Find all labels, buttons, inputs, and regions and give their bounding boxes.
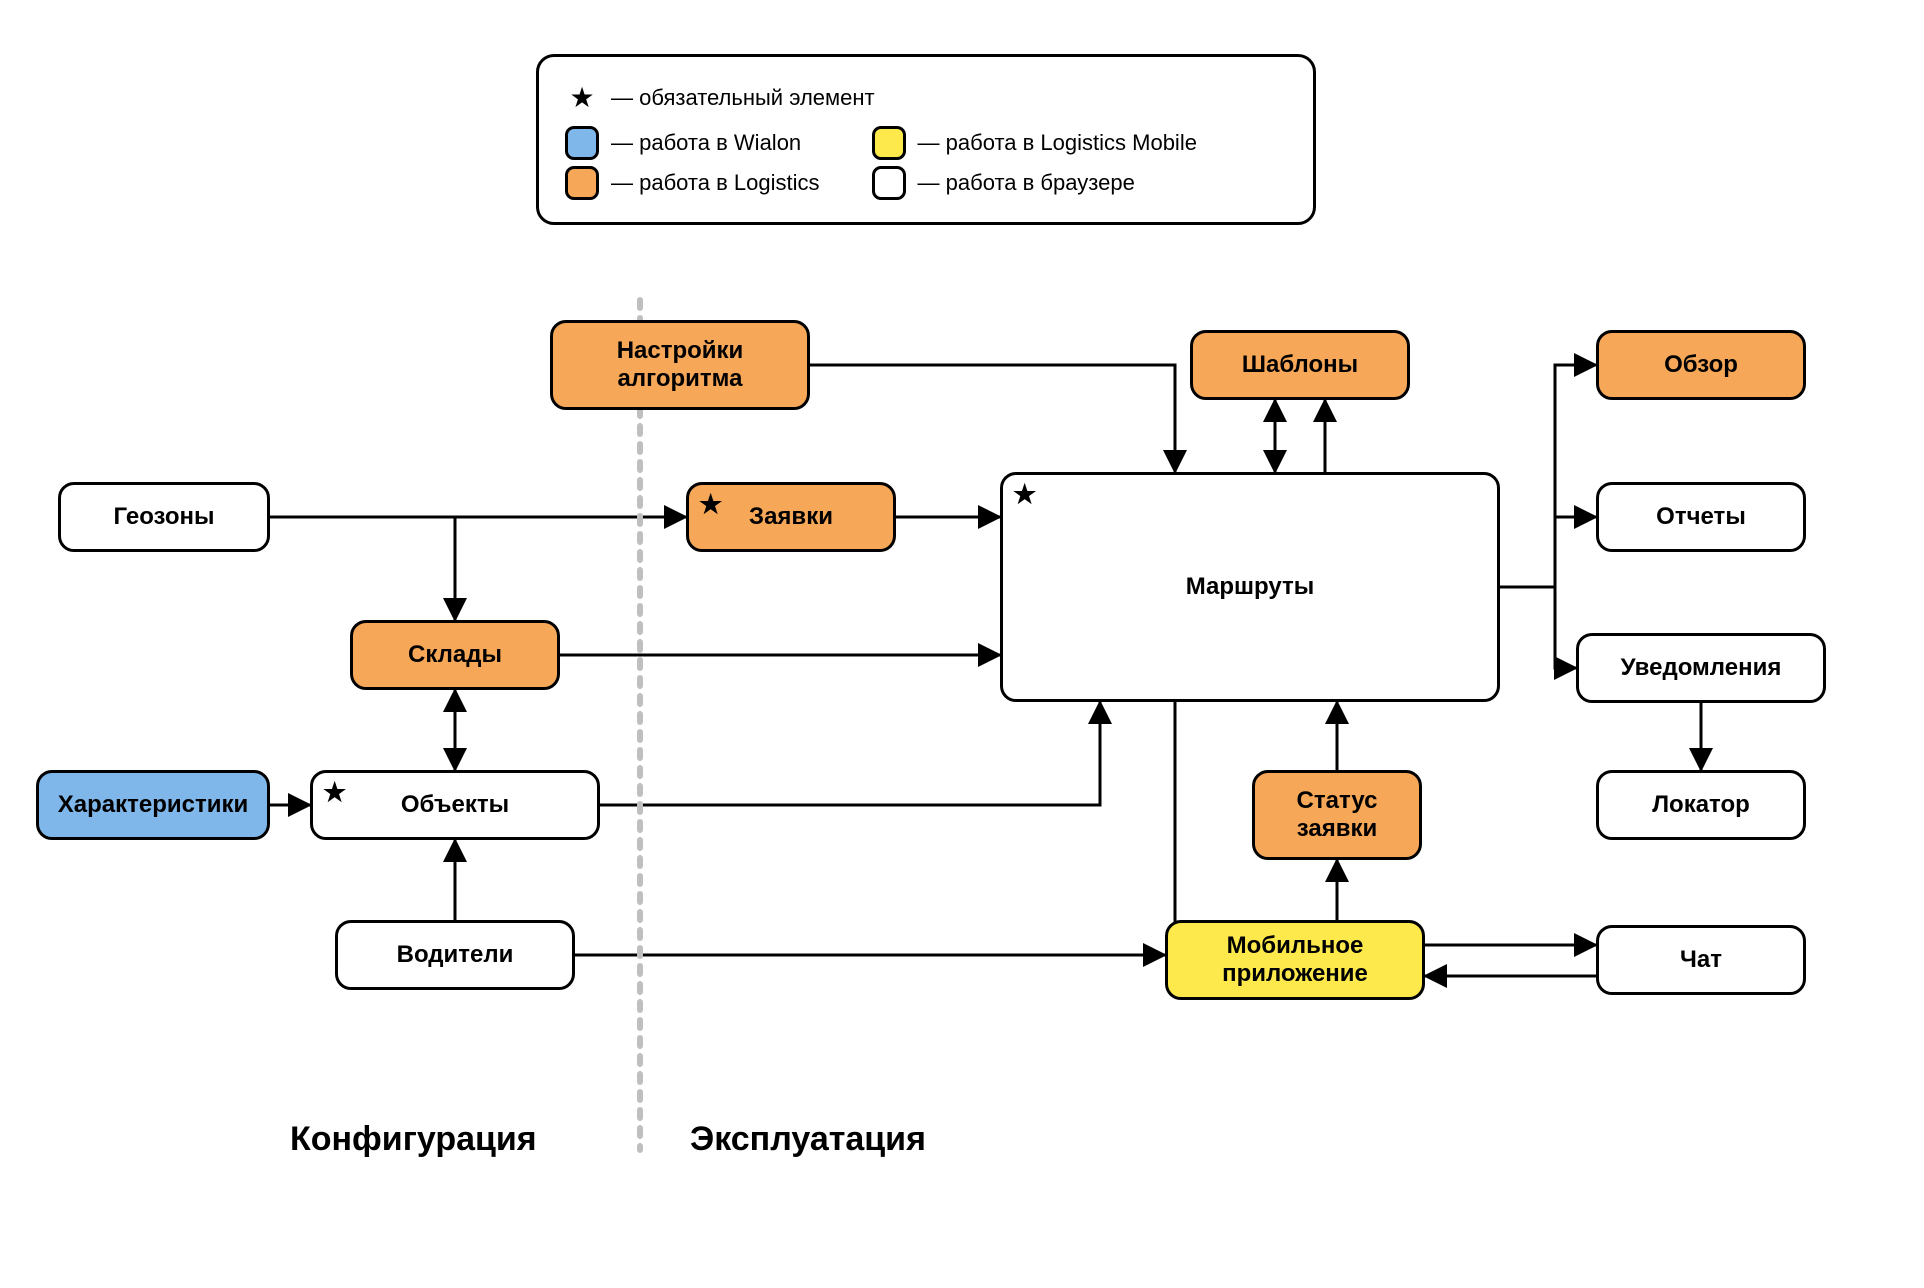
swatch-orange [565, 166, 599, 200]
node-chat: Чат [1596, 925, 1806, 995]
swatch-white [872, 166, 906, 200]
node-label: Шаблоны [1242, 351, 1358, 379]
node-objects: Объекты ★ [310, 770, 600, 840]
legend-label: — работа в Logistics [611, 170, 820, 196]
edge-algorithm-routes [810, 365, 1175, 472]
legend-item-browser: — работа в браузере [872, 166, 1197, 200]
node-notifications: Уведомления [1576, 633, 1826, 703]
section-label-exploitation: Эксплуатация [690, 1120, 926, 1159]
legend-label: — работа в Wialon [611, 130, 801, 156]
node-characteristics: Характеристики [36, 770, 270, 840]
node-label: Отчеты [1656, 503, 1746, 531]
legend-item-logistics: — работа в Logistics [565, 166, 820, 200]
node-label: Геозоны [113, 503, 214, 531]
node-label: Склады [408, 641, 502, 669]
node-label: Мобильное приложение [1222, 932, 1368, 987]
node-algorithm: Настройки алгоритма [550, 320, 810, 410]
star-icon: ★ [565, 81, 599, 114]
node-label: Уведомления [1621, 654, 1782, 682]
node-label: Статус заявки [1297, 787, 1378, 842]
node-orderstatus: Статус заявки [1252, 770, 1422, 860]
legend-label: — обязательный элемент [611, 85, 875, 111]
node-drivers: Водители [335, 920, 575, 990]
node-label: Локатор [1652, 791, 1750, 819]
star-icon: ★ [1013, 481, 1036, 507]
node-mobile: Мобильное приложение [1165, 920, 1425, 1000]
node-label: Обзор [1664, 351, 1738, 379]
node-label: Заявки [749, 503, 833, 531]
swatch-blue [565, 126, 599, 160]
node-geozones: Геозоны [58, 482, 270, 552]
legend: ★ — обязательный элемент — работа в Wial… [536, 54, 1316, 225]
star-icon: ★ [699, 491, 722, 517]
star-icon: ★ [323, 779, 346, 805]
edge-routes-overview [1500, 365, 1596, 587]
edge-objects-routes [600, 702, 1100, 805]
node-overview: Обзор [1596, 330, 1806, 400]
node-label: Объекты [401, 791, 509, 819]
node-warehouses: Склады [350, 620, 560, 690]
node-locator: Локатор [1596, 770, 1806, 840]
legend-item-wialon: — работа в Wialon [565, 126, 820, 160]
node-routes: Маршруты ★ [1000, 472, 1500, 702]
diagram-stage: ★ — обязательный элемент — работа в Wial… [0, 0, 1924, 1288]
swatch-yellow [872, 126, 906, 160]
legend-label: — работа в браузере [918, 170, 1135, 196]
legend-item-logistics-mobile: — работа в Logistics Mobile [872, 126, 1197, 160]
legend-item-required: ★ — обязательный элемент [565, 81, 1287, 114]
legend-label: — работа в Logistics Mobile [918, 130, 1197, 156]
node-orders: Заявки ★ [686, 482, 896, 552]
node-label: Маршруты [1186, 573, 1315, 601]
section-label-config: Конфигурация [290, 1120, 537, 1159]
node-reports: Отчеты [1596, 482, 1806, 552]
node-label: Водители [397, 941, 514, 969]
edge-routes-notifications [1555, 587, 1576, 668]
node-label: Характеристики [58, 791, 249, 819]
node-templates: Шаблоны [1190, 330, 1410, 400]
node-label: Чат [1680, 946, 1722, 974]
node-label: Настройки алгоритма [617, 337, 744, 392]
